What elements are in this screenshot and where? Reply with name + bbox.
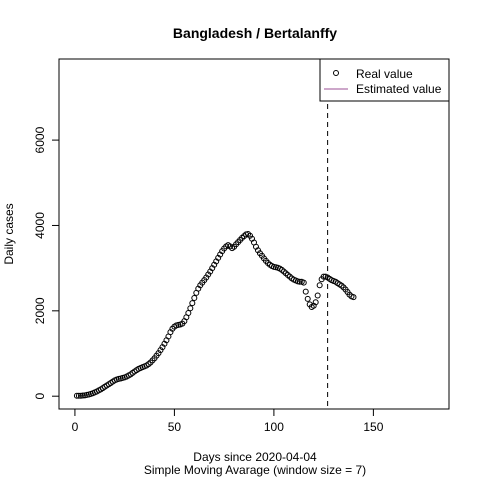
- y-tick-label: 4000: [33, 212, 47, 239]
- legend-label-real: Real value: [356, 67, 413, 81]
- y-axis: 0 2000 4000 6000: [33, 126, 60, 400]
- data-point: [320, 273, 327, 280]
- legend-label-estimated: Estimated value: [356, 82, 442, 96]
- x-axis-label: Days since 2020-04-04: [193, 450, 317, 464]
- data-point: [79, 392, 86, 399]
- x-axis-sublabel: Simple Moving Avarage (window size = 7): [144, 463, 366, 477]
- data-point: [189, 300, 196, 307]
- data-point: [304, 295, 311, 302]
- x-axis: 0 50 100 150: [72, 408, 384, 434]
- data-point: [314, 292, 321, 299]
- data-point: [300, 279, 307, 286]
- x-tick-label: 150: [363, 420, 383, 434]
- data-point: [296, 278, 303, 285]
- data-point: [302, 288, 309, 295]
- data-point: [191, 295, 198, 302]
- data-point: [187, 305, 194, 312]
- legend: Real value Estimated value: [319, 58, 450, 102]
- data-point: [316, 282, 323, 289]
- y-tick-label: 6000: [33, 126, 47, 153]
- x-tick-label: 0: [72, 420, 79, 434]
- y-tick-label: 0: [33, 393, 47, 400]
- data-point: [312, 299, 319, 306]
- data-point: [73, 392, 80, 399]
- chart-title: Bangladesh / Bertalanffy: [173, 25, 337, 41]
- x-tick-label: 50: [168, 420, 182, 434]
- legend-marker-real: [333, 70, 339, 76]
- data-point: [350, 294, 357, 301]
- y-axis-label: Daily cases: [2, 203, 16, 264]
- real-value-points: [73, 231, 357, 399]
- data-point: [75, 392, 82, 399]
- legend-box: [319, 58, 450, 102]
- data-point: [77, 392, 84, 399]
- x-tick-label: 100: [264, 420, 284, 434]
- y-tick-label: 2000: [33, 297, 47, 324]
